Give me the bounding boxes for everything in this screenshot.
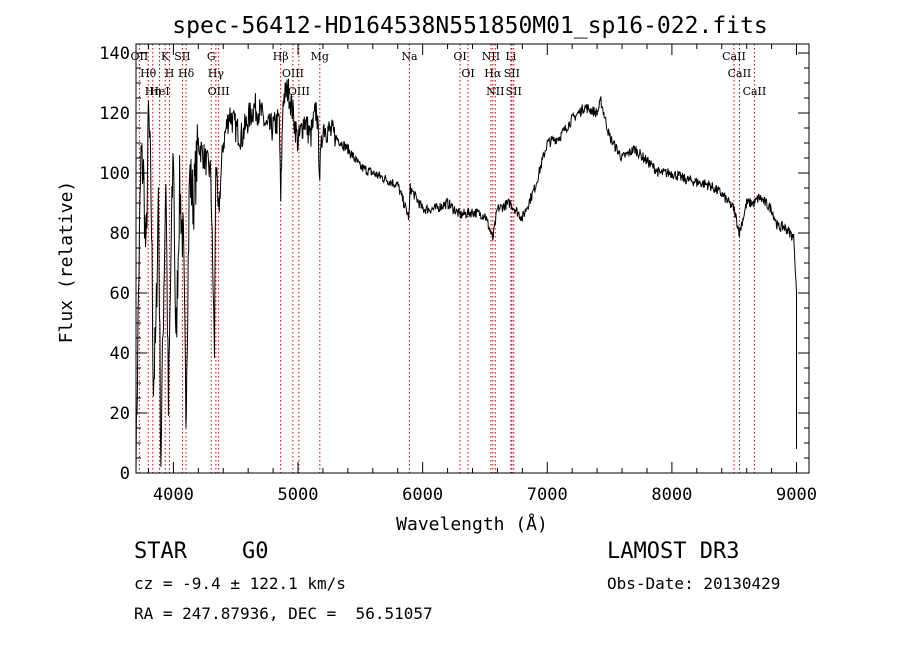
line-label-hη: Hη xyxy=(145,85,161,98)
line-label-g: G xyxy=(207,50,216,63)
line-label-hei: HeI xyxy=(149,85,169,98)
object-type: STAR xyxy=(134,539,187,564)
line-label-sii: SII xyxy=(506,85,522,98)
line-label-oi: OI xyxy=(461,67,474,80)
line-label-oi: OI xyxy=(453,50,466,63)
line-label-k: K xyxy=(161,50,170,63)
y-tick-label: 60 xyxy=(110,284,130,304)
line-label-hγ: Hγ xyxy=(208,67,225,80)
emission-absorption-line-markers xyxy=(138,44,755,473)
line-label-li: Li xyxy=(505,50,516,63)
y-tick-label: 0 xyxy=(120,464,130,484)
line-label-caii: CaII xyxy=(728,67,752,80)
line-label-hα: Hα xyxy=(484,67,502,80)
line-label-caii: CaII xyxy=(722,50,746,63)
spectrum-series-line xyxy=(135,78,797,474)
chart-title: spec-56412-HD164538N551850M01_sp16-022.f… xyxy=(172,13,767,39)
line-label-hδ: Hδ xyxy=(178,67,195,80)
x-tick-label: 8000 xyxy=(651,485,692,505)
line-label-oiii: OIII xyxy=(288,85,310,98)
y-axis-ticks: 0 20 40 60 80 100 120 140 xyxy=(99,44,809,484)
object-subclass: G0 xyxy=(242,539,269,564)
x-axis-ticks: 4000 5000 6000 7000 8000 9000 xyxy=(147,44,817,505)
line-label-h: H xyxy=(165,67,175,80)
observation-date: Obs-Date: 20130429 xyxy=(607,574,781,593)
y-tick-label: 140 xyxy=(99,44,130,64)
y-tick-label: 40 xyxy=(110,344,130,364)
x-tick-label: 7000 xyxy=(527,485,568,505)
line-label-na: Na xyxy=(401,50,418,63)
line-label-caii: CaII xyxy=(743,85,767,98)
line-label-oii: OII xyxy=(131,50,149,63)
line-label-oiii: OIII xyxy=(282,67,304,80)
y-tick-label: 20 xyxy=(110,404,130,424)
x-tick-label: 6000 xyxy=(402,485,443,505)
redshift-velocity: cz = -9.4 ± 122.1 km/s xyxy=(134,574,346,593)
line-label-nii: NII xyxy=(482,50,500,63)
line-label-hθ: Hθ xyxy=(140,67,157,80)
x-tick-label: 4000 xyxy=(153,485,194,505)
plot-frame xyxy=(135,43,810,474)
coordinates: RA = 247.87936, DEC = 56.51057 xyxy=(134,604,433,623)
x-tick-label: 9000 xyxy=(776,485,817,505)
y-axis-label: Flux (relative) xyxy=(56,181,77,344)
y-tick-label: 100 xyxy=(99,164,130,184)
x-axis-label: Wavelength (Å) xyxy=(396,513,548,535)
line-label-sii: SII xyxy=(174,50,190,63)
line-label-nii: NII xyxy=(486,85,504,98)
x-tick-label: 5000 xyxy=(278,485,319,505)
line-label-hβ: Hβ xyxy=(273,50,289,63)
y-tick-label: 80 xyxy=(110,224,130,244)
line-label-mg: Mg xyxy=(311,50,329,63)
line-label-sii: SII xyxy=(504,67,520,80)
y-tick-label: 120 xyxy=(99,104,130,124)
survey-name: LAMOST DR3 xyxy=(607,539,740,564)
line-label-oiii: OIII xyxy=(208,85,230,98)
